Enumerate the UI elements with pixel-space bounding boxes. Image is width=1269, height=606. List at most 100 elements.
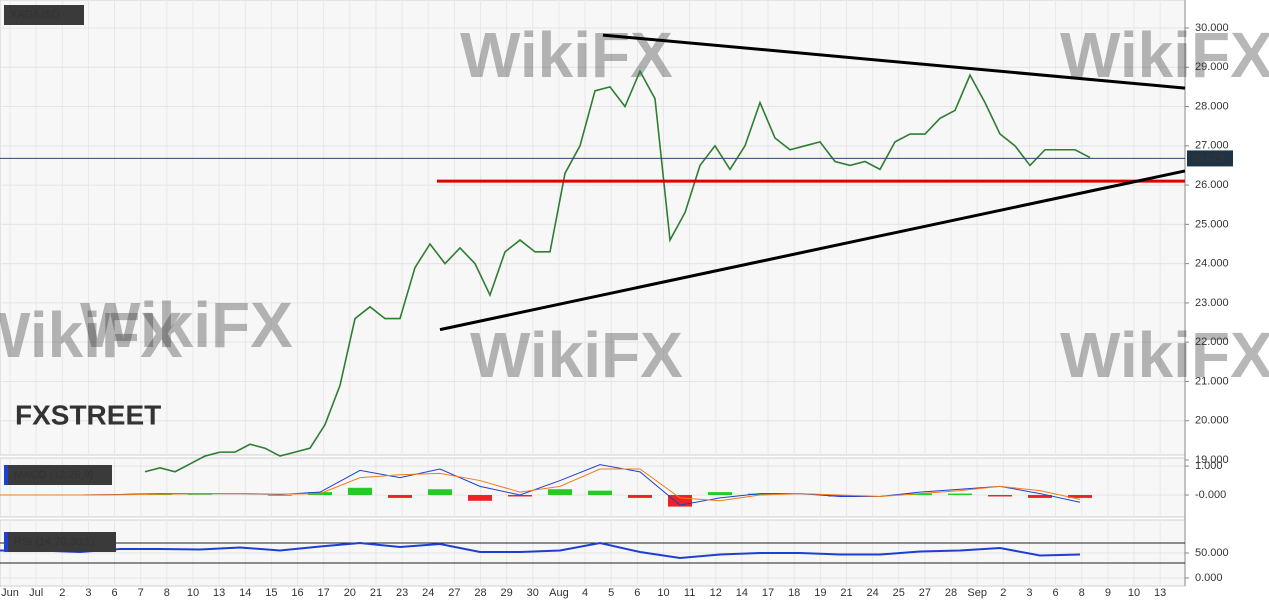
x-tick-label: 2 [1000,587,1006,599]
y-tick-label: -0.000 [1195,489,1226,501]
y-tick-label: 24.000 [1195,258,1229,270]
watermark: WikiFX [80,289,293,361]
histogram-bar [388,495,412,498]
x-tick-label: 24 [866,587,878,599]
y-tick-label: 22.000 [1195,336,1229,348]
x-tick-label: 29 [501,587,513,599]
x-tick-label: 4 [582,587,588,599]
y-tick-label: 0.000 [1195,572,1223,584]
y-tick-label: 29.000 [1195,61,1229,73]
histogram-bar [708,492,732,496]
x-tick-label: 27 [448,587,460,599]
histogram-bar [908,493,932,496]
histogram-bar [1028,495,1052,498]
histogram-bar [588,490,612,496]
watermark: WikiFX [0,299,183,371]
chart-title: XAG/USD [10,9,60,21]
x-tick-label: 14 [736,587,748,599]
y-tick-label: 30.000 [1195,22,1229,34]
histogram-bar [668,495,692,507]
x-tick-label: 3 [85,587,91,599]
x-tick-label: 23 [396,587,408,599]
x-tick-label: 28 [945,587,957,599]
rsi-line [0,541,1081,560]
x-tick-label: Jul [29,587,43,599]
histogram-bar [1068,495,1092,498]
y-tick-label: 20.000 [1195,415,1229,427]
y-tick-label: 25.000 [1195,218,1229,230]
title-stripe [4,532,8,552]
x-tick-label: 27 [919,587,931,599]
x-tick-label: 10 [187,587,199,599]
x-tick-label: 14 [239,587,251,599]
histogram-bar [988,495,1012,497]
x-tick-label: 21 [370,587,382,599]
histogram-bar [188,494,212,496]
y-tick-label: 50.000 [1195,547,1229,559]
x-tick-label: 6 [634,587,640,599]
title-box [4,465,112,485]
histogram-bar [548,489,572,496]
x-tick-label: 16 [291,587,303,599]
x-tick-label: 8 [1079,587,1085,599]
panel-background [0,0,1186,456]
x-tick-label: 19 [814,587,826,599]
histogram-bar [948,493,972,496]
watermark: WikiFX [460,19,673,91]
title-box [4,532,116,552]
x-tick-label: Sep [967,587,987,599]
y-tick-label: 21.000 [1195,375,1229,387]
x-tick-label: 17 [318,587,330,599]
x-tick-label: 11 [684,587,695,599]
x-tick-label: 6 [1053,587,1059,599]
x-tick-label: 18 [788,587,800,599]
x-tick-label: Aug [549,587,569,599]
y-tick-label: 19.000 [1195,454,1229,466]
x-tick-label: 9 [1105,587,1111,599]
histogram-bar [628,495,652,498]
x-tick-label: 2 [59,587,65,599]
histogram-bar [748,493,772,496]
histogram-bar [828,495,852,497]
x-tick-label: 25 [893,587,905,599]
x-tick-label: 3 [1026,587,1032,599]
x-tick-label: 5 [608,587,614,599]
panel-title: RSI (14,70,30,1) [14,536,95,548]
x-tick-label: 24 [422,587,434,599]
x-tick-label: 15 [265,587,277,599]
last-price-box [1187,150,1233,167]
panel-title: MACD (12,26,9) [14,469,93,481]
x-tick-label: 17 [762,587,774,599]
watermark: WikiFX [470,319,683,391]
y-tick-label: 1.000 [1195,460,1223,472]
x-tick-label: 13 [213,587,225,599]
x-tick-label: 10 [657,587,669,599]
logo: FXSTREET [15,399,161,430]
y-tick-label: 27.000 [1195,140,1229,152]
x-tick-label: 12 [710,587,722,599]
watermark: WikiFX [1060,319,1269,391]
x-tick-label: 21 [840,587,852,599]
x-tick-label: 28 [474,587,486,599]
price-line [144,69,1091,473]
macd-line [0,468,1081,502]
histogram-bar [348,487,372,496]
histogram-bar [508,495,532,497]
histogram-bar [428,489,452,496]
y-tick-label: 23.000 [1195,297,1229,309]
title-box [4,5,84,25]
y-tick-label: 26.000 [1195,179,1229,191]
x-tick-label: 10 [1128,587,1140,599]
histogram-bar [268,495,292,496]
x-tick-label: 20 [344,587,356,599]
title-stripe [4,465,8,485]
x-tick-label: 13 [1154,587,1166,599]
trendline [602,33,1186,90]
x-tick-label: 7 [138,587,144,599]
x-tick-label: 8 [164,587,170,599]
trendline [439,169,1186,332]
histogram-bar [468,495,492,501]
x-tick-label: 6 [111,587,117,599]
y-tick-label: 28.000 [1195,100,1229,112]
